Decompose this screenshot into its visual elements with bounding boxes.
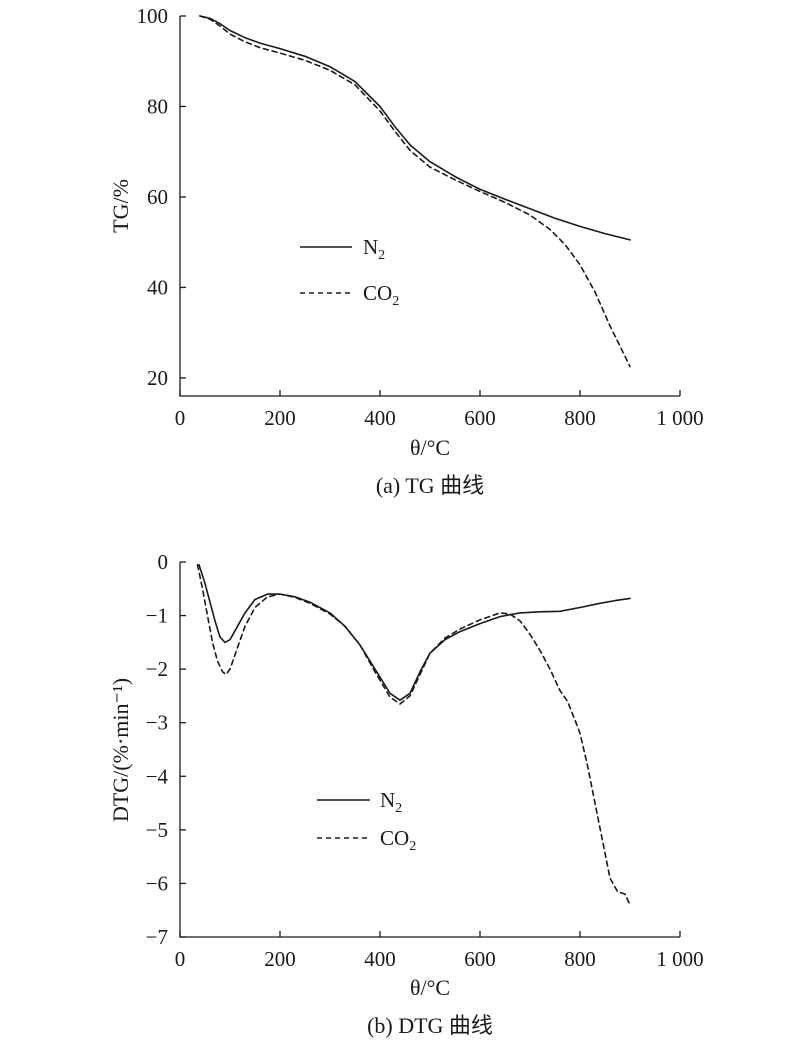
dtg-legend-n2-sub: 2 [395, 801, 402, 816]
tg-legend-co2-sub: 2 [392, 294, 399, 309]
tg-chart: 20 40 60 80 100 0 200 400 600 800 1 000 θ/°C TG/%… [108, 4, 704, 498]
dtg-y-tick-label: −4 [146, 764, 169, 788]
tg-y-tick-label: 20 [147, 366, 168, 390]
dtg-legend-co2-sub: 2 [409, 839, 416, 854]
tg-series-n2-line [199, 15, 631, 241]
dtg-y-tick-label: 0 [158, 550, 169, 574]
tg-series-co2-line [199, 15, 631, 368]
tg-x-tick-label: 600 [464, 406, 496, 430]
tg-y-tick-label: 40 [147, 275, 168, 299]
dtg-y-tick-label: −5 [146, 818, 168, 842]
tg-x-tick-label: 800 [564, 406, 596, 430]
dtg-chart: 0−1−2−3−4−5−6−7 0 200 400 600 800 1 000 θ/°C … [108, 550, 704, 1038]
dtg-legend-n2-label: N2 [380, 788, 402, 816]
tg-x-tick-label: 400 [364, 406, 396, 430]
tg-x-ticks: 0 200 400 600 800 1 000 [175, 390, 704, 430]
dtg-legend-co2-label: CO2 [380, 826, 416, 854]
tg-legend-n2-base: N [363, 235, 378, 259]
tg-axes [179, 16, 680, 397]
dtg-y-tick-label: −1 [146, 604, 168, 628]
dtg-y-tick-label: −7 [146, 925, 168, 949]
dtg-y-axis-title: DTG/(%·min⁻¹) [108, 678, 133, 822]
dtg-x-tick-label: 600 [464, 947, 496, 971]
dtg-x-tick-label: 400 [364, 947, 396, 971]
dtg-legend-co2-base: CO [380, 826, 409, 850]
tg-y-ticks: 20 40 60 80 100 [137, 4, 186, 390]
dtg-series-co2-line [196, 563, 631, 906]
tg-y-tick-label: 80 [147, 94, 168, 118]
tg-plot-area [199, 15, 631, 368]
tg-legend-co2-base: CO [363, 281, 392, 305]
dtg-x-axis-title: θ/°C [410, 975, 450, 1000]
tg-legend: N2 CO2 [300, 235, 399, 309]
dtg-plot-area [196, 563, 631, 906]
tg-caption: (a) TG 曲线 [376, 473, 484, 498]
dtg-axes [179, 562, 680, 938]
dtg-y-tick-label: −3 [146, 711, 168, 735]
tg-legend-co2-label: CO2 [363, 281, 399, 309]
tg-x-tick-label: 200 [264, 406, 296, 430]
dtg-y-tick-label: −2 [146, 657, 168, 681]
tg-y-axis-title: TG/% [108, 179, 133, 233]
tg-y-tick-label: 100 [137, 4, 169, 28]
dtg-y-ticks: 0 −1 −2 −3 −4 −5 −6 −7 [146, 550, 186, 949]
tg-x-tick-label: 0 [175, 406, 186, 430]
tg-legend-n2-label: N2 [363, 235, 385, 263]
tg-x-tick-label: 1 000 [656, 406, 703, 430]
tg-legend-n2-sub: 2 [378, 248, 385, 263]
dtg-x-tick-label: 200 [264, 947, 296, 971]
dtg-x-tick-label: 0 [175, 947, 186, 971]
dtg-y-tick-label: −6 [146, 871, 168, 895]
dtg-x-tick-label: 1 000 [656, 947, 703, 971]
dtg-legend: N2 CO2 [317, 788, 416, 854]
dtg-series-n2-line [198, 563, 631, 701]
dtg-x-tick-label: 800 [564, 947, 596, 971]
tg-x-axis-title: θ/°C [410, 435, 450, 460]
dtg-legend-n2-base: N [380, 788, 395, 812]
tg-y-tick-label: 60 [147, 185, 168, 209]
dtg-x-ticks: 0 200 400 600 800 1 000 [175, 931, 704, 971]
dtg-caption: (b) DTG 曲线 [367, 1013, 493, 1038]
